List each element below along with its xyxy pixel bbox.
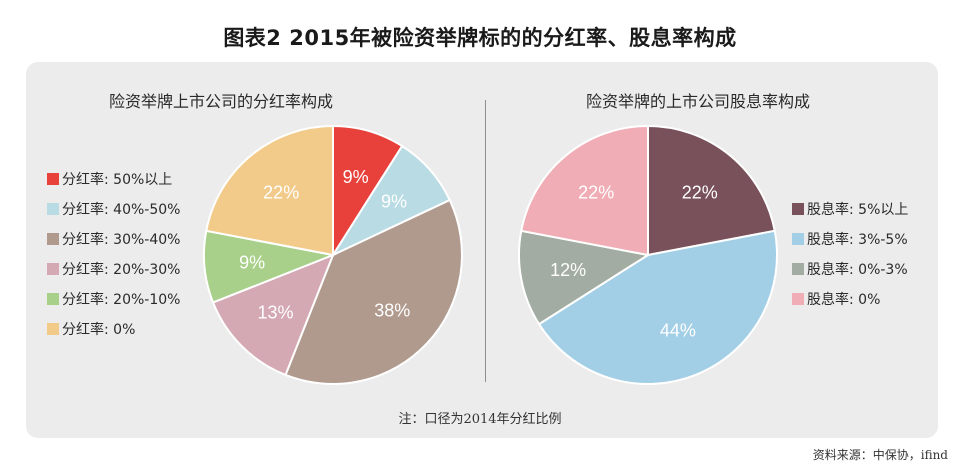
legend-item: 分红率: 30%-40% (47, 231, 180, 249)
legend-swatch (47, 173, 59, 185)
legend-label: 分红率: 50%以上 (62, 172, 173, 188)
legend-item: 股息率: 0% (792, 291, 880, 309)
legend-label: 分红率: 20%-30% (62, 262, 181, 278)
slice-label: 22% (263, 182, 299, 202)
legend-item: 分红率: 50%以上 (47, 171, 172, 189)
pie-slice (537, 229, 778, 386)
pie-slice (284, 198, 463, 385)
slice-label: 22% (682, 182, 718, 202)
right-pie-title: 险资举牌的上市公司股息率构成 (586, 92, 811, 111)
slice-label: 12% (550, 260, 586, 280)
legend-label: 股息率: 5%以上 (807, 202, 909, 218)
legend-item: 股息率: 5%以上 (792, 201, 908, 219)
pie-slice (520, 124, 649, 257)
chart-note: 注：口径为2014年分红比例 (398, 412, 562, 427)
dividend-yield-pie: 22% 44% 12% 22% (518, 124, 778, 386)
pie-slice (205, 124, 334, 257)
legend-label: 分红率: 20%-10% (62, 292, 181, 308)
legend-swatch (47, 263, 59, 275)
legend-item: 股息率: 3%-5% (792, 231, 908, 249)
slice-label: 9% (343, 167, 369, 187)
slice-label: 13% (258, 302, 294, 322)
legend-swatch (792, 203, 804, 215)
legend-item: 分红率: 20%-10% (47, 291, 180, 309)
legend-swatch (792, 293, 804, 305)
legend-label: 股息率: 0% (807, 292, 881, 308)
legend-swatch (47, 323, 59, 335)
slice-label: 9% (381, 191, 407, 211)
legend-swatch (47, 203, 59, 215)
data-source: 资料来源：中保协，ifind (812, 448, 948, 462)
slice-label: 22% (578, 182, 614, 202)
pie-slice (518, 229, 651, 326)
legend-item: 分红率: 0% (47, 321, 135, 339)
legend-label: 分红率: 30%-40% (62, 232, 181, 248)
dividend-rate-pie: 9% 9% 38% 13% 9% 22% (203, 124, 463, 385)
legend-item: 分红率: 20%-30% (47, 261, 180, 279)
legend-swatch (47, 233, 59, 245)
slice-label: 38% (374, 301, 410, 321)
legend-label: 股息率: 3%-5% (807, 232, 908, 248)
chart-title: 图表2 2015年被险资举牌标的的分红率、股息率构成 (223, 26, 737, 50)
legend-label: 分红率: 40%-50% (62, 202, 181, 218)
pie-slice (647, 124, 776, 257)
legend-label: 股息率: 0%-3% (807, 262, 908, 278)
legend-swatch (792, 233, 804, 245)
panel-divider (485, 100, 486, 382)
pie-slice (211, 253, 335, 377)
chart-panel (26, 62, 938, 438)
legend-swatch (792, 263, 804, 275)
legend-item: 股息率: 0%-3% (792, 261, 908, 279)
legend-label: 分红率: 0% (62, 322, 136, 338)
left-pie-title: 险资举牌上市公司的分红率构成 (109, 92, 334, 111)
slice-label: 44% (660, 321, 696, 341)
slice-label: 9% (239, 253, 265, 273)
legend-swatch (47, 293, 59, 305)
legend-item: 分红率: 40%-50% (47, 201, 180, 219)
